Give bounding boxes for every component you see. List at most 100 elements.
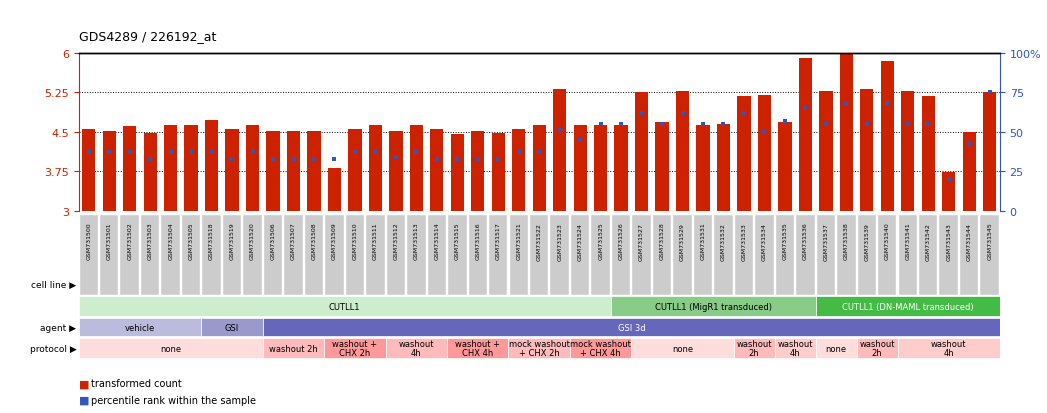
Text: GSM731505: GSM731505 bbox=[188, 222, 194, 260]
Bar bbox=[389, 131, 402, 211]
Text: GSM731542: GSM731542 bbox=[926, 222, 931, 260]
Bar bbox=[574, 126, 586, 211]
Bar bbox=[79, 338, 263, 358]
Bar bbox=[983, 93, 997, 211]
Bar bbox=[223, 216, 241, 295]
Text: GSM731502: GSM731502 bbox=[128, 222, 132, 260]
Bar bbox=[796, 216, 815, 295]
Bar bbox=[816, 297, 1000, 316]
Text: GSM731534: GSM731534 bbox=[762, 222, 766, 260]
Bar bbox=[734, 338, 775, 358]
Text: GSM731517: GSM731517 bbox=[496, 222, 500, 260]
Bar bbox=[881, 62, 894, 211]
Text: CUTLL1 (DN-MAML transduced): CUTLL1 (DN-MAML transduced) bbox=[842, 302, 974, 311]
Text: GSM731538: GSM731538 bbox=[844, 222, 849, 260]
Bar bbox=[492, 133, 505, 211]
Text: GSM731539: GSM731539 bbox=[865, 222, 869, 260]
Bar bbox=[980, 216, 999, 295]
Bar bbox=[305, 216, 324, 295]
Bar bbox=[182, 216, 200, 295]
Text: GSI 3d: GSI 3d bbox=[618, 323, 645, 332]
Bar bbox=[960, 216, 978, 295]
Text: washout
4h: washout 4h bbox=[399, 339, 435, 358]
Bar bbox=[161, 216, 180, 295]
Bar bbox=[816, 338, 856, 358]
Bar bbox=[878, 216, 896, 295]
Text: GSM731514: GSM731514 bbox=[435, 222, 440, 260]
Text: percentile rank within the sample: percentile rank within the sample bbox=[91, 395, 257, 405]
Bar bbox=[469, 216, 487, 295]
Bar bbox=[676, 92, 689, 211]
Bar bbox=[694, 216, 712, 295]
Bar bbox=[287, 131, 300, 211]
Bar bbox=[205, 120, 218, 211]
Bar bbox=[594, 126, 607, 211]
Bar bbox=[897, 338, 1000, 358]
Text: none: none bbox=[825, 344, 847, 353]
Text: GSM731509: GSM731509 bbox=[332, 222, 337, 260]
Bar bbox=[164, 126, 177, 211]
Bar bbox=[325, 338, 385, 358]
Bar bbox=[141, 216, 159, 295]
Text: cell line ▶: cell line ▶ bbox=[31, 280, 76, 289]
Text: washout 2h: washout 2h bbox=[269, 344, 318, 353]
Text: GSM731511: GSM731511 bbox=[373, 222, 378, 260]
Bar bbox=[510, 216, 528, 295]
Text: washout
2h: washout 2h bbox=[736, 339, 772, 358]
Text: GSM731544: GSM731544 bbox=[966, 222, 972, 260]
Bar bbox=[838, 216, 855, 295]
Bar bbox=[427, 216, 446, 295]
Text: ■: ■ bbox=[79, 378, 89, 388]
Text: GDS4289 / 226192_at: GDS4289 / 226192_at bbox=[79, 31, 216, 43]
Bar bbox=[856, 338, 897, 358]
Bar bbox=[471, 131, 485, 211]
Bar bbox=[326, 216, 343, 295]
Bar bbox=[632, 216, 651, 295]
Bar bbox=[369, 126, 382, 211]
Bar bbox=[615, 126, 628, 211]
Bar bbox=[610, 297, 816, 316]
Bar bbox=[82, 130, 95, 211]
Bar bbox=[184, 126, 198, 211]
Text: GSM731501: GSM731501 bbox=[107, 222, 112, 260]
Bar bbox=[533, 126, 545, 211]
Bar bbox=[409, 126, 423, 211]
Bar bbox=[898, 216, 917, 295]
Bar bbox=[901, 92, 914, 211]
Bar bbox=[776, 216, 794, 295]
Text: GSM731525: GSM731525 bbox=[598, 222, 603, 260]
Bar bbox=[143, 133, 157, 211]
Bar bbox=[263, 338, 325, 358]
Bar bbox=[120, 216, 139, 295]
Bar bbox=[921, 97, 935, 211]
Text: ■: ■ bbox=[79, 395, 89, 405]
Bar bbox=[653, 216, 671, 295]
Bar bbox=[349, 129, 361, 211]
Bar bbox=[775, 338, 816, 358]
Bar bbox=[819, 92, 832, 211]
Bar bbox=[366, 216, 384, 295]
Bar bbox=[447, 338, 509, 358]
Text: GSM731532: GSM731532 bbox=[721, 222, 726, 260]
Bar bbox=[696, 126, 710, 211]
Text: GSM731508: GSM731508 bbox=[312, 222, 316, 260]
Bar bbox=[285, 216, 303, 295]
Text: GSM731537: GSM731537 bbox=[823, 222, 828, 260]
Text: washout
4h: washout 4h bbox=[777, 339, 812, 358]
Bar bbox=[778, 123, 792, 211]
Bar bbox=[553, 89, 566, 211]
Bar bbox=[79, 297, 610, 316]
Bar bbox=[386, 216, 405, 295]
Text: none: none bbox=[672, 344, 693, 353]
Text: GSM731512: GSM731512 bbox=[394, 222, 398, 260]
Text: agent ▶: agent ▶ bbox=[41, 323, 76, 332]
Text: washout
4h: washout 4h bbox=[931, 339, 966, 358]
Bar bbox=[450, 135, 464, 211]
Text: GSM731528: GSM731528 bbox=[660, 222, 665, 260]
Bar bbox=[570, 338, 631, 358]
Text: GSM731531: GSM731531 bbox=[700, 222, 706, 260]
Text: GSM731545: GSM731545 bbox=[987, 222, 993, 260]
Bar bbox=[611, 216, 630, 295]
Bar bbox=[264, 216, 283, 295]
Text: GSM731523: GSM731523 bbox=[557, 222, 562, 260]
